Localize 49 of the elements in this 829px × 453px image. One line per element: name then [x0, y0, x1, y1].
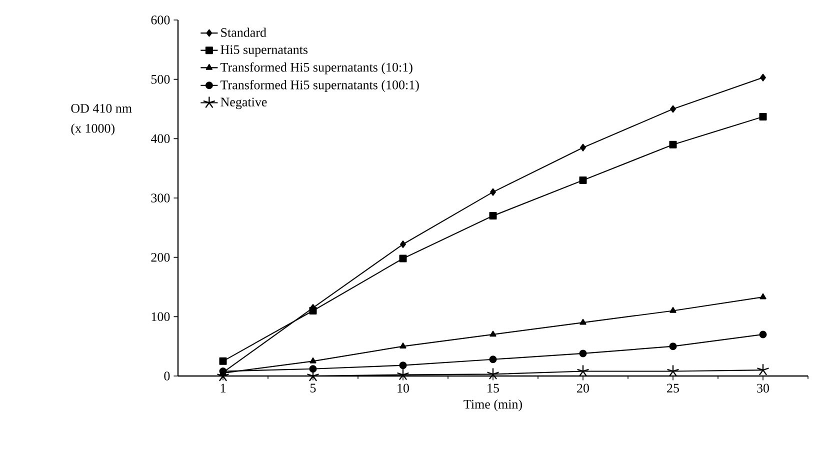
y-tick-label: 600	[151, 16, 170, 24]
point	[579, 350, 587, 358]
point	[670, 105, 676, 113]
point	[309, 365, 317, 373]
point	[576, 364, 590, 377]
y-tick-label: 400	[150, 134, 170, 144]
legend-label: Transformed Hi5 supernatants (100:1)	[220, 80, 419, 92]
x-tick-label: 25	[667, 384, 679, 393]
point	[669, 342, 677, 350]
point	[579, 176, 587, 184]
point	[669, 140, 677, 148]
point	[490, 330, 496, 337]
point	[399, 254, 407, 262]
legend-label: Transformed Hi5 supernatants (10:1)	[220, 62, 412, 74]
x-tick-label: 1	[220, 384, 226, 392]
point	[219, 357, 227, 365]
point	[490, 188, 496, 196]
point	[400, 240, 406, 248]
y-tick-label: 0	[164, 372, 170, 380]
point	[486, 368, 500, 380]
y-tick-label: 200	[151, 252, 170, 262]
x-tick-label: 5	[310, 384, 316, 392]
y-tick-label: 100	[152, 312, 170, 322]
point	[310, 357, 316, 364]
point	[489, 356, 497, 364]
y-axis-title: OD 410 nm (x 1000)	[71, 104, 132, 136]
point	[666, 364, 680, 377]
x-tick-label: 20	[577, 384, 590, 393]
point	[396, 368, 410, 380]
point	[760, 293, 766, 300]
point	[400, 342, 406, 348]
point	[489, 212, 497, 220]
point	[759, 112, 767, 120]
point	[760, 74, 766, 82]
point	[399, 362, 407, 370]
point	[759, 330, 767, 338]
point	[580, 144, 586, 152]
legend-label: Standard	[221, 28, 266, 37]
x-axis-title: Time (min)	[464, 399, 522, 412]
point	[670, 306, 676, 313]
x-tick-label: 15	[488, 384, 499, 393]
x-tick-label: 10	[398, 384, 410, 393]
legend-label: Negative	[220, 98, 267, 110]
y-tick-label: 500	[151, 74, 170, 84]
legend-label: Hi5 supernatants	[220, 45, 308, 57]
point	[309, 306, 317, 314]
y-tick-label: 300	[151, 194, 170, 202]
point	[580, 318, 586, 325]
x-tick-label: 30	[757, 384, 770, 393]
